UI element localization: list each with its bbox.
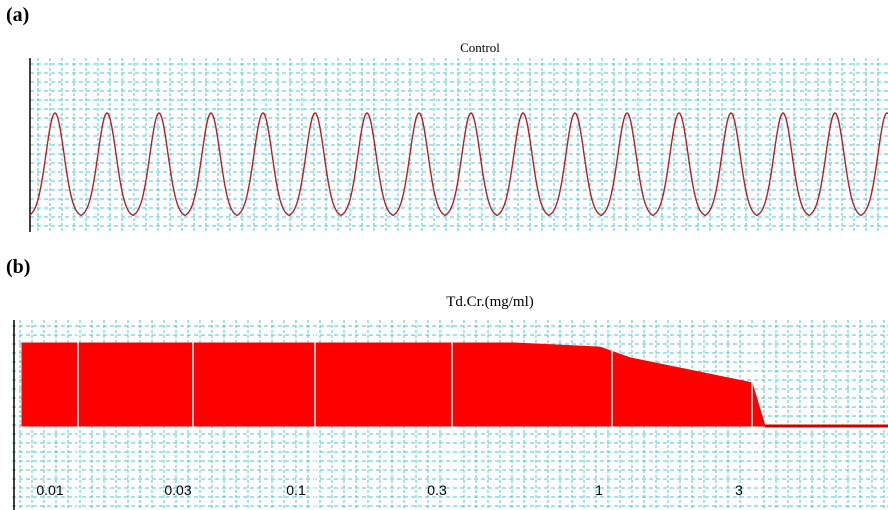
chart-title-dose: Td.Cr.(mg/ml) [446, 294, 534, 310]
chart-title-control: Control [460, 40, 500, 55]
panel-b-dose-label: 0.3 [427, 482, 447, 498]
panel-a-series-line [29, 112, 888, 217]
panel-a-label: (a) [6, 4, 30, 26]
panel-b-response-area [21, 342, 888, 427]
panel-b-dose-label: 0.03 [164, 482, 191, 498]
panel-a-grid [30, 58, 888, 232]
panel-b-dose-label: 3 [735, 482, 743, 498]
panel-b-dose-label: 0.01 [36, 482, 63, 498]
panel-b-dose-label: 1 [595, 482, 603, 498]
panel-b-dose-label: 0.1 [286, 482, 306, 498]
control-trace-chart [29, 58, 888, 232]
panel-b-label: (b) [6, 256, 31, 278]
